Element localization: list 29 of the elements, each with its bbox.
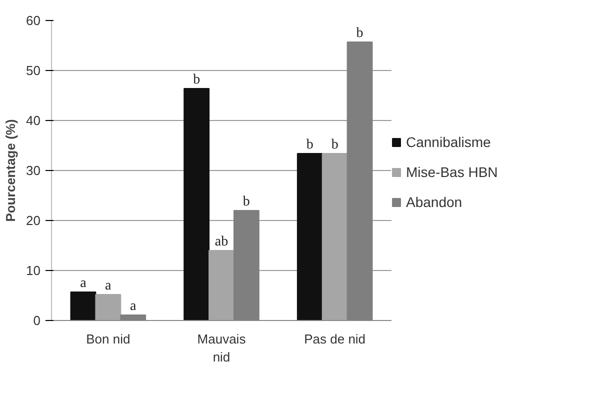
y-tick-label: 20 <box>26 213 41 228</box>
bar <box>95 294 122 320</box>
y-tick-label: 30 <box>26 163 41 178</box>
bar <box>208 250 234 320</box>
annotation: b <box>242 194 250 210</box>
annotation: b <box>306 138 314 152</box>
legend-label: Mise-Bas HBN <box>406 164 498 180</box>
annotation: a <box>80 276 88 291</box>
bar <box>70 292 96 320</box>
y-tick-label: 60 <box>26 13 41 28</box>
annotation: b <box>331 138 338 152</box>
y-tick-label: 40 <box>26 113 41 128</box>
annotation: b <box>193 72 200 88</box>
annotation: a <box>130 299 137 314</box>
y-tick-label: 10 <box>26 263 41 278</box>
annotation: ab <box>214 234 228 250</box>
y-tick-label: 50 <box>26 63 41 78</box>
x-tick-label: Bon nid <box>86 332 130 346</box>
y-axis-title: Pourcentage (%) <box>3 119 18 222</box>
legend-label: Abandon <box>406 194 462 210</box>
bar <box>184 88 210 320</box>
legend-label: Cannibalisme <box>406 134 491 150</box>
y-tick-label: 0 <box>33 313 41 328</box>
x-tick-label: Mauvais nid <box>197 332 246 364</box>
bar <box>296 153 323 320</box>
bar <box>322 153 348 320</box>
x-tick-label: Pas de nid <box>304 332 366 346</box>
annotation: a <box>105 278 112 294</box>
annotation: b <box>356 26 364 41</box>
